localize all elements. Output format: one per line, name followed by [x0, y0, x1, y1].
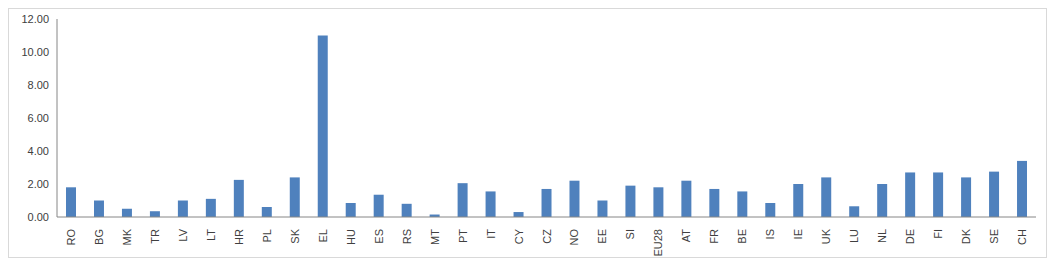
svg-text:8.00: 8.00 [28, 79, 49, 91]
svg-text:TR: TR [149, 229, 161, 244]
svg-text:CY: CY [513, 228, 525, 244]
svg-text:FR: FR [708, 229, 720, 244]
svg-text:IT: IT [485, 229, 497, 239]
svg-text:CH: CH [1016, 229, 1028, 245]
svg-text:MT: MT [429, 229, 441, 245]
svg-text:SI: SI [624, 229, 636, 239]
svg-text:4.00: 4.00 [28, 145, 49, 157]
svg-text:BG: BG [93, 229, 105, 245]
svg-text:LV: LV [177, 228, 189, 241]
svg-text:RO: RO [65, 229, 77, 246]
svg-text:12.00: 12.00 [21, 13, 49, 25]
svg-text:RS: RS [401, 229, 413, 244]
svg-text:EU28: EU28 [652, 229, 664, 257]
svg-text:DE: DE [904, 229, 916, 244]
svg-text:0.00: 0.00 [28, 211, 49, 223]
svg-text:10.00: 10.00 [21, 46, 49, 58]
svg-text:IS: IS [764, 229, 776, 239]
svg-text:AT: AT [680, 229, 692, 243]
svg-text:FI: FI [932, 229, 944, 239]
svg-text:PL: PL [261, 229, 273, 242]
svg-text:PT: PT [457, 229, 469, 243]
svg-text:EL: EL [317, 229, 329, 242]
svg-text:EE: EE [596, 229, 608, 244]
svg-text:6.00: 6.00 [28, 112, 49, 124]
svg-text:BE: BE [736, 229, 748, 244]
svg-text:UK: UK [820, 228, 832, 244]
svg-text:NL: NL [876, 229, 888, 243]
svg-text:HU: HU [345, 229, 357, 245]
svg-text:IE: IE [792, 229, 804, 239]
svg-text:HR: HR [233, 229, 245, 245]
svg-text:MK: MK [121, 228, 133, 245]
svg-text:ES: ES [373, 229, 385, 244]
svg-text:NO: NO [568, 229, 580, 246]
svg-text:LT: LT [205, 229, 217, 241]
svg-text:SE: SE [988, 229, 1000, 244]
svg-text:DK: DK [960, 228, 972, 244]
svg-text:LU: LU [848, 229, 860, 243]
svg-text:CZ: CZ [541, 229, 553, 244]
svg-text:2.00: 2.00 [28, 178, 49, 190]
svg-text:SK: SK [289, 228, 301, 243]
